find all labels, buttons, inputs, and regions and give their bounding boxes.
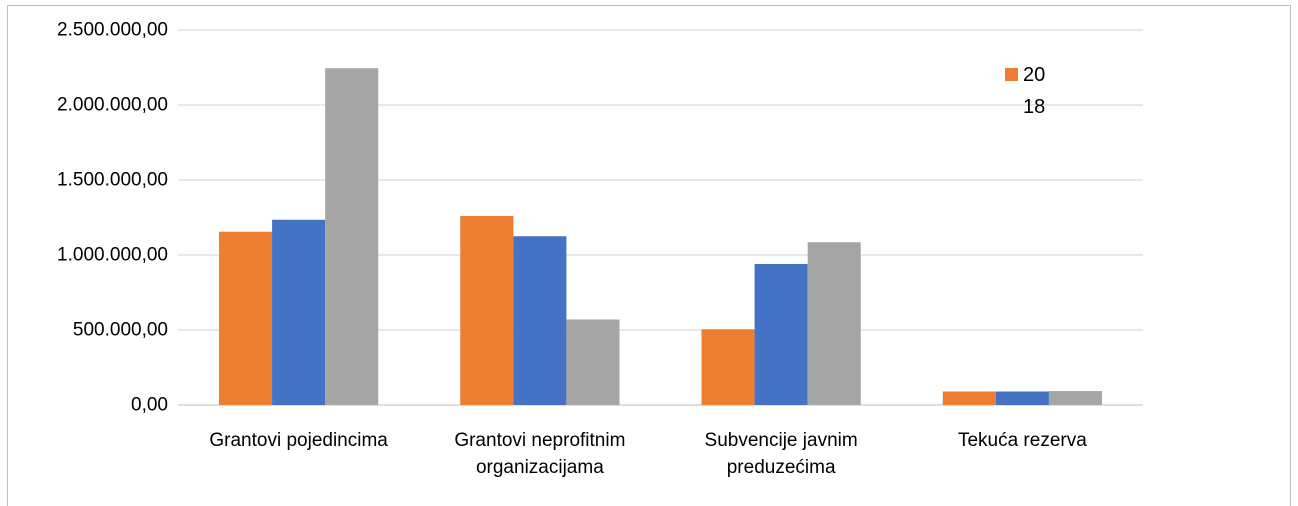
bar (701, 329, 755, 405)
legend-label: 2018 (1023, 64, 1046, 118)
legend-swatch (1005, 68, 1018, 81)
bar (460, 216, 514, 405)
y-tick-label: 0,00 (131, 394, 168, 416)
x-tick-label: Grantovi pojedincima (209, 430, 388, 451)
x-tick-label: Tekuća rezerva (957, 430, 1087, 451)
y-tick-label: 1.000.000,00 (57, 244, 168, 266)
bar (219, 231, 273, 405)
x-tick-label: Grantovi neprofitnim organizacijama (454, 430, 626, 478)
legend: 2018 (1005, 62, 1047, 123)
bar (272, 219, 326, 405)
bar (325, 68, 379, 405)
bar (942, 391, 996, 405)
bar (807, 242, 861, 405)
bar (513, 236, 567, 405)
y-tick-label: 1.500.000,00 (57, 169, 168, 191)
bar (1048, 391, 1102, 405)
bar (754, 264, 808, 405)
bar (995, 391, 1049, 405)
y-tick-label: 2.000.000,00 (57, 94, 168, 116)
y-tick-label: 2.500.000,00 (57, 19, 168, 41)
x-tick-label: Subvencije javnim preduzećima (704, 430, 858, 478)
y-tick-label: 500.000,00 (72, 319, 168, 341)
bar (566, 319, 620, 405)
